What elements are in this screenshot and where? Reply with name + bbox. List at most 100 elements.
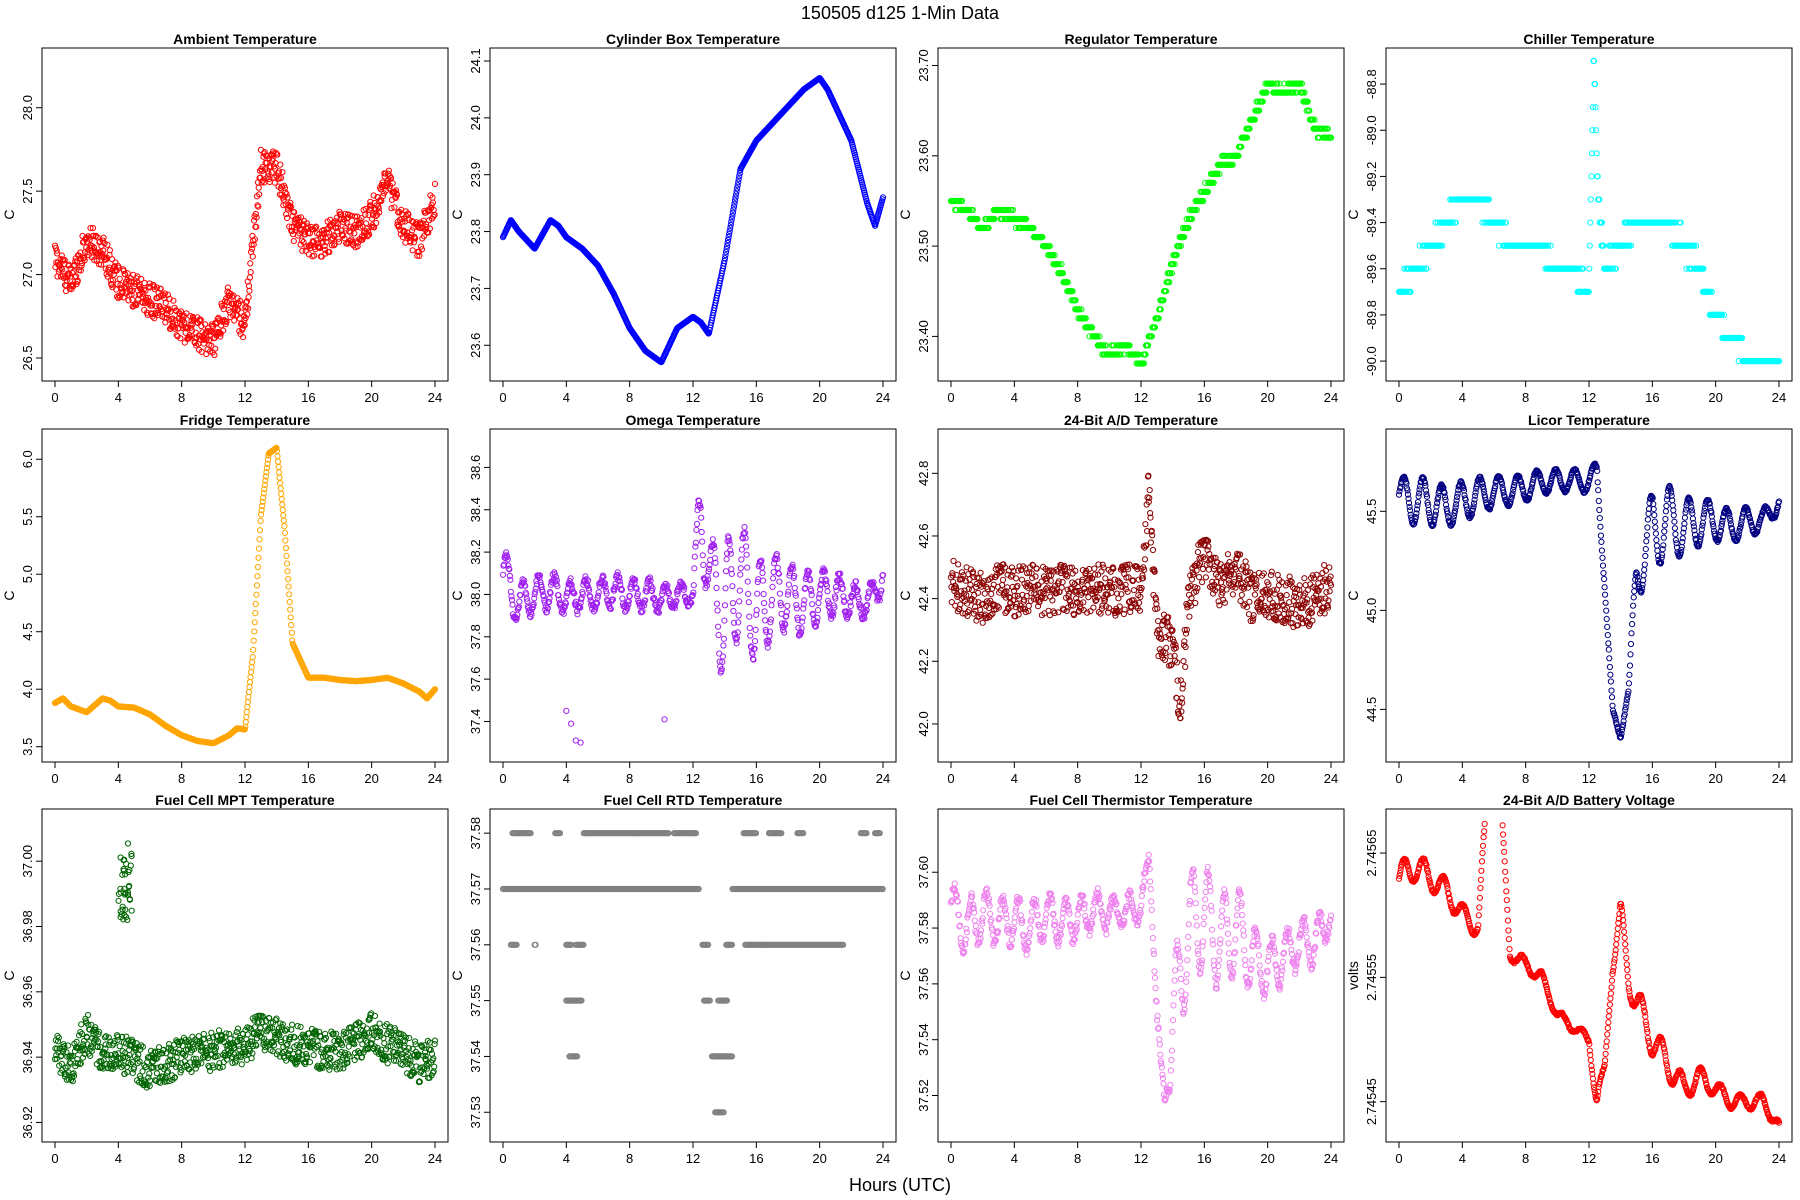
data-point [693,520,701,528]
data-point [246,287,253,294]
panel-title: Fridge Temperature [180,412,311,428]
data-point [251,628,258,635]
data-point [107,277,114,284]
data-point [274,151,281,158]
data-point [999,576,1007,584]
data-point [275,463,282,471]
x-tick-label: 24 [876,771,890,786]
data-point [722,585,729,592]
data-point [276,474,283,481]
data-point [247,674,254,681]
data-point [698,514,705,521]
data-point [420,233,428,240]
x-tick-label: 4 [115,771,122,786]
data-point [776,578,783,585]
y-tick-label: 23.7 [468,276,483,301]
x-tick-label: 0 [947,771,954,786]
data-point [698,528,705,536]
data-point [53,247,60,254]
data-points [947,80,1335,367]
data-point [735,612,742,619]
y-tick-label: 3.5 [20,738,35,756]
data-point [242,718,249,726]
y-tick-label: 27.0 [20,262,35,287]
data-point [248,669,255,676]
data-point [286,591,293,598]
y-tick-label: 23.60 [916,140,931,173]
data-point [816,591,823,598]
data-point [752,626,759,634]
data-point [253,582,260,589]
data-point [400,227,407,234]
data-point [809,601,816,608]
data-point [274,458,282,465]
data-point [311,252,318,259]
data-point [342,225,349,232]
data-point [375,205,382,212]
data-point [713,600,721,607]
data-point [736,598,743,605]
data-point [270,150,277,157]
y-axis-label: C [449,209,465,219]
data-point [815,599,822,607]
y-tick-label: -89.6 [1364,254,1379,284]
data-point [164,291,171,298]
data-point [151,315,158,322]
data-point [692,539,700,546]
data-point [762,617,769,624]
panel-title: 24-Bit A/D Temperature [1064,412,1218,428]
data-point [754,590,761,597]
y-tick-label: 23.70 [916,49,931,82]
data-point [205,337,212,344]
y-axis-label: C [1345,209,1361,219]
x-tick-label: 16 [749,390,763,405]
x-tick-label: 20 [812,771,826,786]
x-tick-label: 4 [1011,390,1018,405]
data-point [409,227,416,234]
data-point [595,589,602,596]
data-point [389,180,396,187]
data-point [241,322,248,329]
data-point [152,303,160,310]
y-tick-label: 6.0 [20,450,35,468]
data-point [240,334,247,341]
data-point [975,589,982,596]
data-point [574,611,581,618]
data-point [263,159,270,166]
data-point [563,707,570,715]
data-point [358,215,365,222]
data-point [98,261,105,268]
data-point [418,246,425,253]
data-point [110,271,117,278]
data-point [365,228,372,235]
x-tick-label: 24 [428,771,442,786]
data-point [268,169,275,176]
data-point [289,227,296,235]
data-point [1025,602,1032,610]
data-point [379,192,387,200]
data-point [282,545,290,552]
data-point [723,556,730,563]
data-point [280,512,287,519]
data-points [947,472,1335,722]
x-tick-label: 4 [1459,390,1466,405]
data-point [368,205,375,212]
x-tick-label: 4 [563,771,570,786]
data-point [255,203,262,210]
plot-frame [1385,47,1793,382]
data-point [244,698,251,706]
data-point [363,220,370,227]
x-tick-label: 0 [1395,390,1402,405]
data-point [283,552,290,560]
data-point [290,238,297,245]
x-tick-label: 24 [876,390,890,405]
data-point [330,232,337,239]
data-point [83,234,90,241]
data-point [231,317,238,324]
data-point [217,333,224,340]
data-point [223,318,230,325]
data-point [251,236,258,243]
